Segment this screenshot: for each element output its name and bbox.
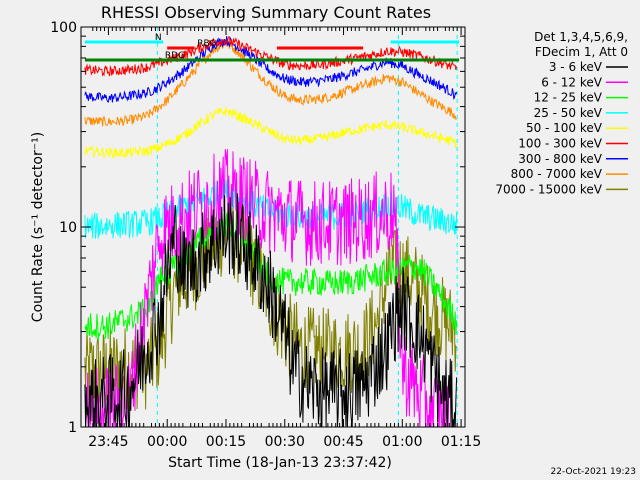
series-line-5: [84, 106, 458, 159]
series-line-1: [84, 193, 458, 427]
series-line-9: [84, 195, 458, 411]
series-line-8: [84, 41, 457, 127]
legend-label-5: 50 - 100 keV: [526, 121, 603, 135]
plot-area: N RBG RDG: [84, 27, 460, 427]
legend-label-2: 6 - 12 keV: [541, 75, 603, 89]
legend-header-line-1: Det 1,3,4,5,6,9,: [534, 30, 628, 44]
legend-header-line-2: FDecim 1, Att 0: [535, 45, 628, 59]
x-tick-label-5: 00:45: [323, 434, 363, 450]
y-tick-label-1: 1: [68, 420, 77, 436]
legend-label-3: 12 - 25 keV: [534, 91, 603, 105]
x-axis-label: Start Time (18-Jan-13 23:37:42): [168, 455, 392, 471]
plot-clipped-group: N RBG RDG: [84, 27, 460, 427]
x-tick-label-3: 00:15: [206, 434, 246, 450]
y-axis-label: Count Rate (s⁻¹ detector⁻¹): [30, 132, 46, 322]
y-tick-label-2: 10: [59, 220, 77, 236]
series-line-6: [84, 36, 458, 77]
legend-label-4: 25 - 50 keV: [534, 106, 603, 120]
state-bar-label-rbg: RBG: [197, 39, 216, 49]
legend-label-7: 300 - 800 keV: [518, 152, 602, 166]
y-tick-label-3: 100: [50, 20, 77, 36]
x-tick-label-1: 23:45: [88, 434, 128, 450]
x-tick-label-2: 00:00: [147, 434, 187, 450]
x-tick-label-7: 01:15: [441, 434, 481, 450]
footer-timestamp: 22-Oct-2021 19:23: [551, 467, 636, 477]
chart-title: RHESSI Observing Summary Count Rates: [101, 3, 431, 22]
series-line-7: [84, 35, 458, 104]
legend-label-9: 7000 - 15000 keV: [495, 182, 602, 196]
legend-label-1: 3 - 6 keV: [549, 60, 603, 74]
x-tick-label-4: 00:30: [265, 434, 305, 450]
legend: Det 1,3,4,5,6,9, FDecim 1, Att 0 3 - 6 k…: [495, 30, 628, 196]
x-axis: 23:45 00:00 00:15 00:30 00:45 01:00 01:15: [88, 27, 481, 450]
y-axis: 1 10 100: [50, 20, 465, 436]
state-bar-label-n: N: [155, 33, 162, 43]
series-line-2: [84, 148, 450, 427]
x-tick-label-6: 01:00: [382, 434, 422, 450]
legend-label-8: 800 - 7000 keV: [511, 167, 603, 181]
state-bar-label-rdg: RDG: [165, 51, 185, 61]
legend-label-6: 100 - 300 keV: [518, 137, 602, 151]
